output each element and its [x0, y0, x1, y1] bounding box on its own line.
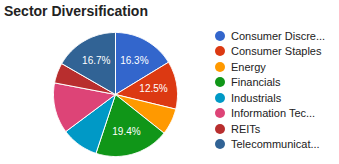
html-text:Industrials: Industrials [231, 91, 282, 104]
html-text:Energy: Energy [231, 60, 266, 73]
html-text:REITs: REITs [231, 122, 261, 135]
html-text:Telecommunicat...: Telecommunicat... [231, 138, 320, 151]
html-text:Sector Diversification: Sector Diversification [4, 3, 148, 19]
svg-text:16.3%: 16.3% [120, 55, 148, 66]
svg-text:12.5%: 12.5% [139, 83, 167, 94]
html-text:Information Tec...: Information Tec... [231, 107, 316, 120]
html-text:Financials: Financials [231, 76, 281, 89]
html-text:Consumer Staples: Consumer Staples [231, 45, 322, 58]
svg-text:16.7%: 16.7% [82, 55, 110, 66]
html-text:Consumer Discre...: Consumer Discre... [231, 29, 326, 42]
svg-text:19.4%: 19.4% [112, 126, 140, 137]
